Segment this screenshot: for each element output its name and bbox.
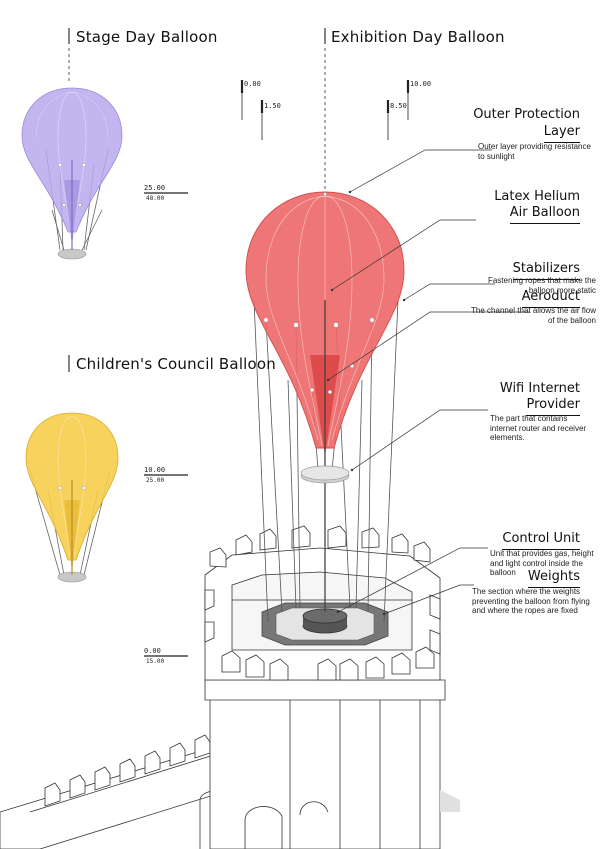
level-exhibition-a-bottom: 1.50	[264, 102, 281, 110]
label-outer-desc: Outer layer providing resistance to sunl…	[478, 142, 591, 161]
label-weights-desc: The section where the weights preventing…	[472, 587, 590, 615]
stage-balloon	[21, 87, 123, 260]
label-control-title: Control Unit	[440, 530, 580, 550]
label-control-desc: Unit that provides gas, height and light…	[490, 549, 594, 577]
exhibition-balloon	[245, 191, 405, 623]
level-children-top: 10.00	[144, 466, 166, 474]
children-balloon	[25, 412, 119, 583]
level-exhibition-b-top: 10.00	[410, 80, 432, 88]
label-stabilizers-desc: Fastening ropes that make the balloon mo…	[487, 276, 596, 295]
level-exhibition-a-top: 0.00	[244, 80, 261, 88]
label-stabilizers-title: Stabilizers	[440, 260, 580, 280]
level-stage-bottom: 48.00	[146, 195, 165, 202]
label-outer-title-2: Layer	[440, 123, 580, 143]
label-latex-title-1: Latex Helium	[494, 189, 580, 204]
level-children-bottom: 25.00	[146, 477, 165, 484]
label-aeroduct-title: Aeroduct	[440, 288, 580, 308]
leader-lines	[327, 149, 530, 615]
level-ground-bottom: 15.00	[146, 658, 165, 665]
label-wifi-desc: The part that contains internet router a…	[490, 414, 587, 442]
label-wifi-title-2: Provider	[440, 396, 580, 416]
castle-tower	[0, 525, 460, 849]
level-stage-top: 25.00	[144, 184, 166, 192]
children-balloon-title: Children's Council Balloon	[76, 355, 277, 373]
label-wifi-title-1: Wifi Internet	[499, 381, 580, 396]
stage-balloon-title: Stage Day Balloon	[76, 28, 218, 46]
title-markers	[68, 28, 326, 372]
label-outer-title-1: Outer Protection	[473, 107, 580, 122]
leader-dots	[326, 190, 406, 616]
label-latex-title-2: Air Balloon	[440, 204, 580, 224]
level-exhibition-b-bottom: 8.50	[390, 102, 407, 110]
level-markers	[144, 80, 410, 657]
label-aeroduct-desc: The channel that allows the air flow of …	[471, 306, 596, 325]
label-weights-title: Weights	[440, 568, 580, 588]
exhibition-balloon-title: Exhibition Day Balloon	[331, 28, 505, 46]
level-ground-top: 0.00	[144, 647, 161, 655]
